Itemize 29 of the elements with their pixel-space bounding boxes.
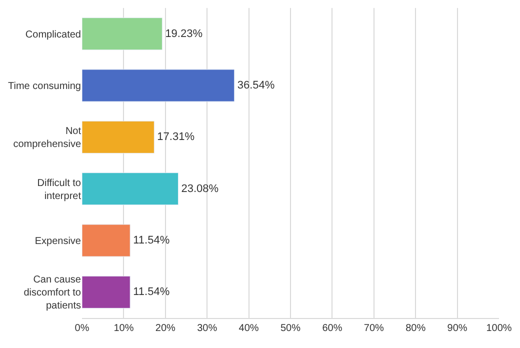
x-tick-label: 90% xyxy=(447,323,468,334)
x-tick-label: 30% xyxy=(197,323,218,334)
y-tick-label: Expensive xyxy=(34,236,82,247)
bar xyxy=(82,172,178,206)
x-tick-label: 80% xyxy=(406,323,426,334)
y-tick-label: Time consuming xyxy=(8,81,81,92)
x-tick-label: 60% xyxy=(322,323,342,334)
x-tick-label: 50% xyxy=(280,323,301,334)
data-label: 36.54% xyxy=(237,80,275,92)
y-tick-label: Not comprehensive xyxy=(13,126,82,150)
x-tick-label: 10% xyxy=(114,323,134,334)
bar xyxy=(82,69,235,102)
x-tick-label: 40% xyxy=(238,323,259,334)
bar xyxy=(82,224,130,257)
y-tick-label: Complicated xyxy=(25,29,81,40)
data-label: 17.31% xyxy=(157,131,195,144)
data-label: 23.08% xyxy=(181,182,219,195)
x-tick-label: 100% xyxy=(486,323,512,334)
data-label: 11.54% xyxy=(133,234,170,246)
bar xyxy=(82,276,130,308)
x-tick-label: 0% xyxy=(74,323,90,334)
y-tick-label: Difficult to interpret xyxy=(37,178,82,202)
x-tick-label: 20% xyxy=(155,323,176,334)
data-label: 19.23% xyxy=(165,28,203,40)
data-label: 11.54% xyxy=(133,286,170,298)
bar xyxy=(82,120,154,154)
x-tick-label: 70% xyxy=(364,323,384,334)
y-tick-label: Can cause discomfort to patients xyxy=(24,274,82,312)
bar xyxy=(82,18,162,50)
